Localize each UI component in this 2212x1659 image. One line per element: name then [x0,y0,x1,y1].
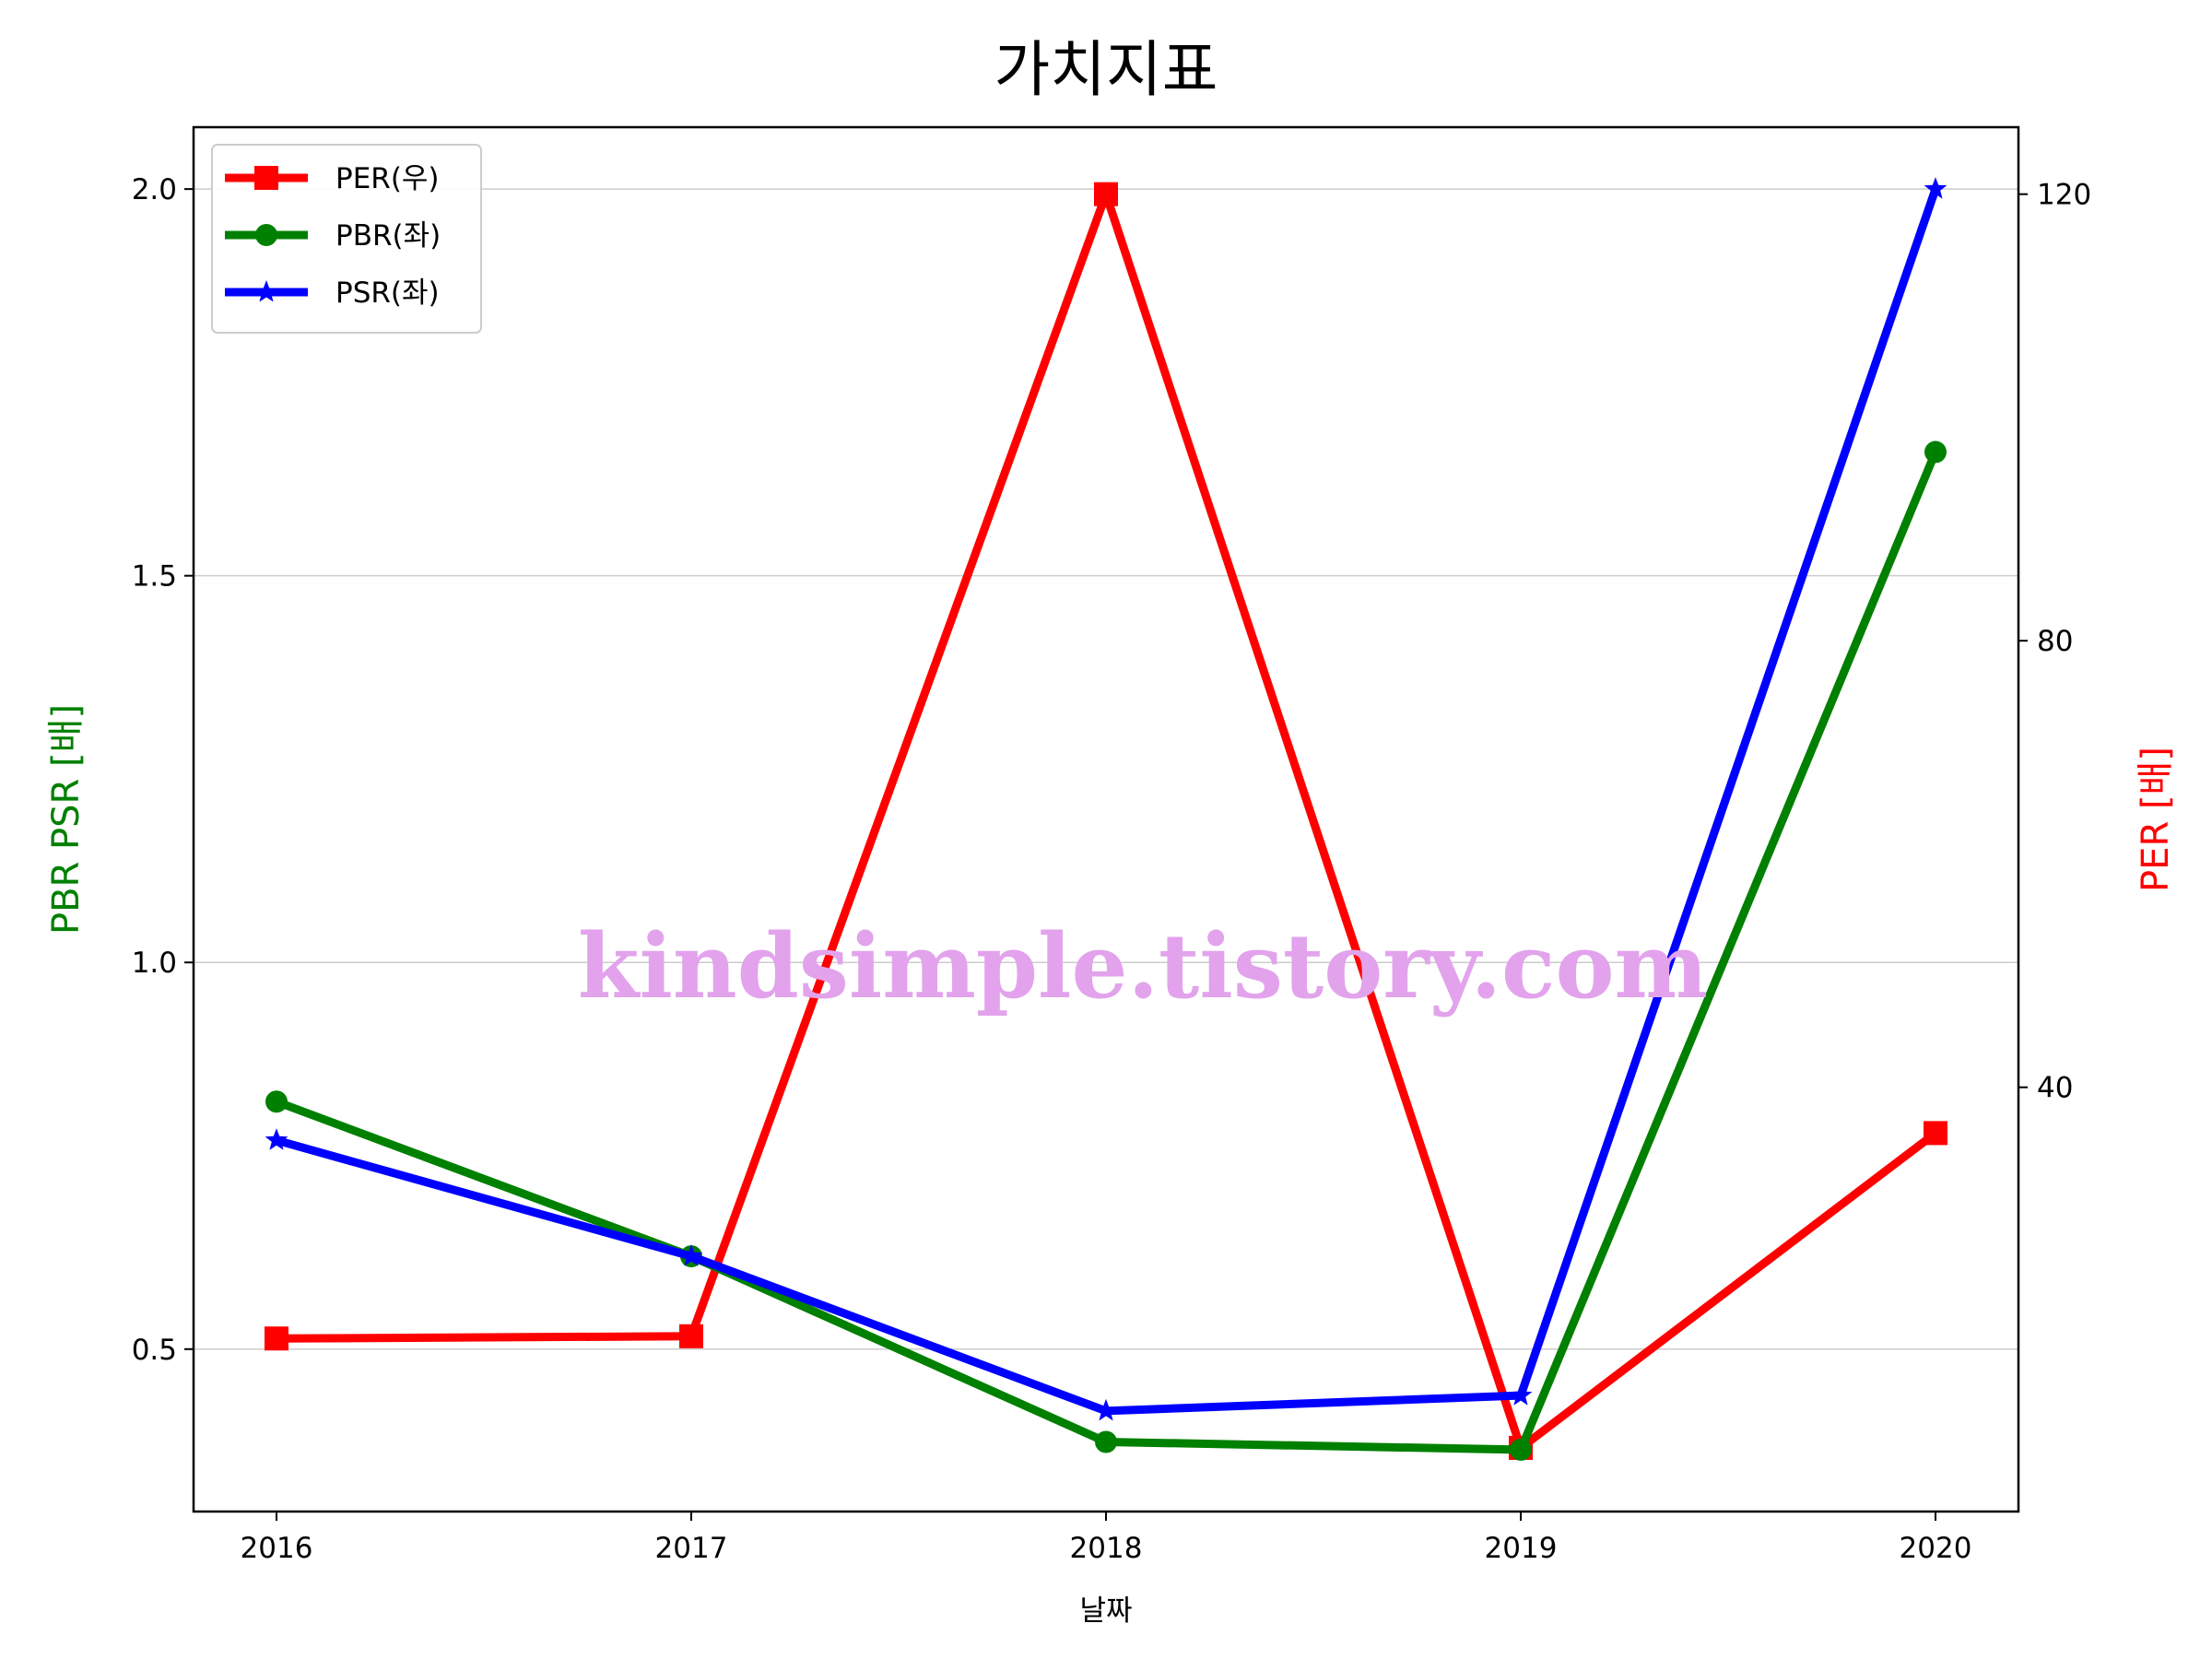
legend-entry: PSR(좌) [225,276,440,310]
data-point [1094,182,1118,206]
x-axis-label: 날짜 [1079,1594,1132,1628]
data-point [679,1244,703,1266]
legend-swatch-marker [255,224,277,246]
right-y-axis: 40 80 120 [2018,179,2091,1105]
data-point [265,1090,288,1113]
left-y-tick-label: 1.0 [132,947,177,980]
legend-entry: PBR(좌) [225,219,441,253]
x-tick-label: 2017 [655,1532,728,1565]
left-y-tick-label: 2.0 [132,173,177,206]
left-y-axis-label: PBR PSR [배] [45,704,88,935]
right-y-tick-label: 120 [2037,179,2091,212]
data-point [265,1326,288,1351]
x-tick-label: 2016 [241,1532,313,1565]
legend: PER(우) PBR(좌) PSR(좌) [211,144,482,334]
data-point [679,1324,703,1348]
left-y-tick-label: 1.5 [132,560,177,594]
left-y-axis: 0.5 1.0 1.5 2.0 [132,173,194,1367]
left-y-tick-label: 0.5 [132,1334,177,1367]
data-point [1509,1383,1533,1406]
legend-swatch-marker [254,166,278,190]
data-point [265,1128,288,1150]
x-tick-label: 2018 [1070,1532,1143,1565]
data-point [1095,1430,1117,1453]
right-y-tick-label: 80 [2037,625,2073,658]
data-point [1510,1438,1532,1461]
series-2 [265,177,1947,1421]
legend-box [211,144,482,334]
data-point [1924,1121,1947,1146]
legend-swatch-marker [254,280,278,302]
x-axis: 2016 2017 2018 2019 2020 [241,1512,1972,1565]
legend-label: PER(우) [335,162,440,195]
data-point [1924,177,1947,199]
data-point [1924,441,1947,464]
series-layer [265,177,1947,1461]
legend-entry: PER(우) [225,162,440,195]
right-y-axis-label: PER [배] [2135,747,2177,892]
x-tick-label: 2020 [1900,1532,1972,1565]
x-tick-label: 2019 [1485,1532,1558,1565]
right-y-tick-label: 40 [2037,1072,2073,1105]
legend-label: PSR(좌) [335,276,440,310]
legend-label: PBR(좌) [335,219,441,253]
watermark-text: kindsimple.tistory.com [578,914,1708,1018]
chart-title: 가치지표 [994,34,1218,105]
data-point [1094,1398,1118,1421]
